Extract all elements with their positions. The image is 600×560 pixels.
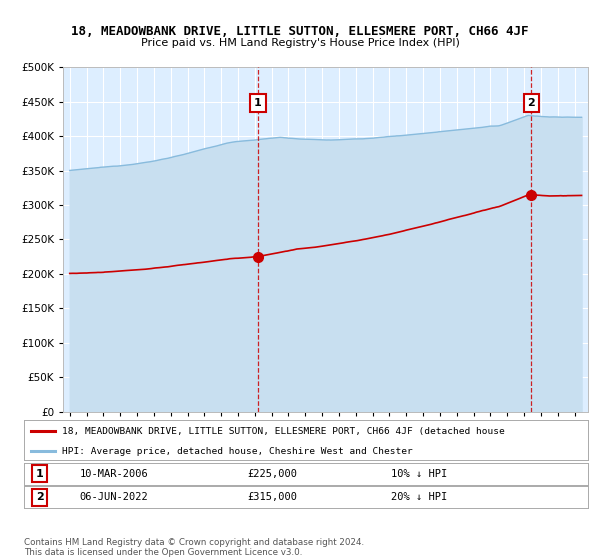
Text: 10-MAR-2006: 10-MAR-2006 bbox=[80, 469, 149, 479]
Text: 2: 2 bbox=[36, 492, 44, 502]
Text: £225,000: £225,000 bbox=[247, 469, 297, 479]
Text: Price paid vs. HM Land Registry's House Price Index (HPI): Price paid vs. HM Land Registry's House … bbox=[140, 38, 460, 48]
Text: 18, MEADOWBANK DRIVE, LITTLE SUTTON, ELLESMERE PORT, CH66 4JF (detached house: 18, MEADOWBANK DRIVE, LITTLE SUTTON, ELL… bbox=[62, 427, 505, 436]
Text: 10% ↓ HPI: 10% ↓ HPI bbox=[391, 469, 447, 479]
Text: 20% ↓ HPI: 20% ↓ HPI bbox=[391, 492, 447, 502]
Text: 18, MEADOWBANK DRIVE, LITTLE SUTTON, ELLESMERE PORT, CH66 4JF: 18, MEADOWBANK DRIVE, LITTLE SUTTON, ELL… bbox=[71, 25, 529, 38]
Text: 1: 1 bbox=[254, 99, 262, 109]
Text: 06-JUN-2022: 06-JUN-2022 bbox=[80, 492, 149, 502]
Text: HPI: Average price, detached house, Cheshire West and Chester: HPI: Average price, detached house, Ches… bbox=[62, 447, 413, 456]
Text: Contains HM Land Registry data © Crown copyright and database right 2024.
This d: Contains HM Land Registry data © Crown c… bbox=[24, 538, 364, 557]
Text: £315,000: £315,000 bbox=[247, 492, 297, 502]
Text: 2: 2 bbox=[527, 99, 535, 109]
Text: 1: 1 bbox=[36, 469, 44, 479]
